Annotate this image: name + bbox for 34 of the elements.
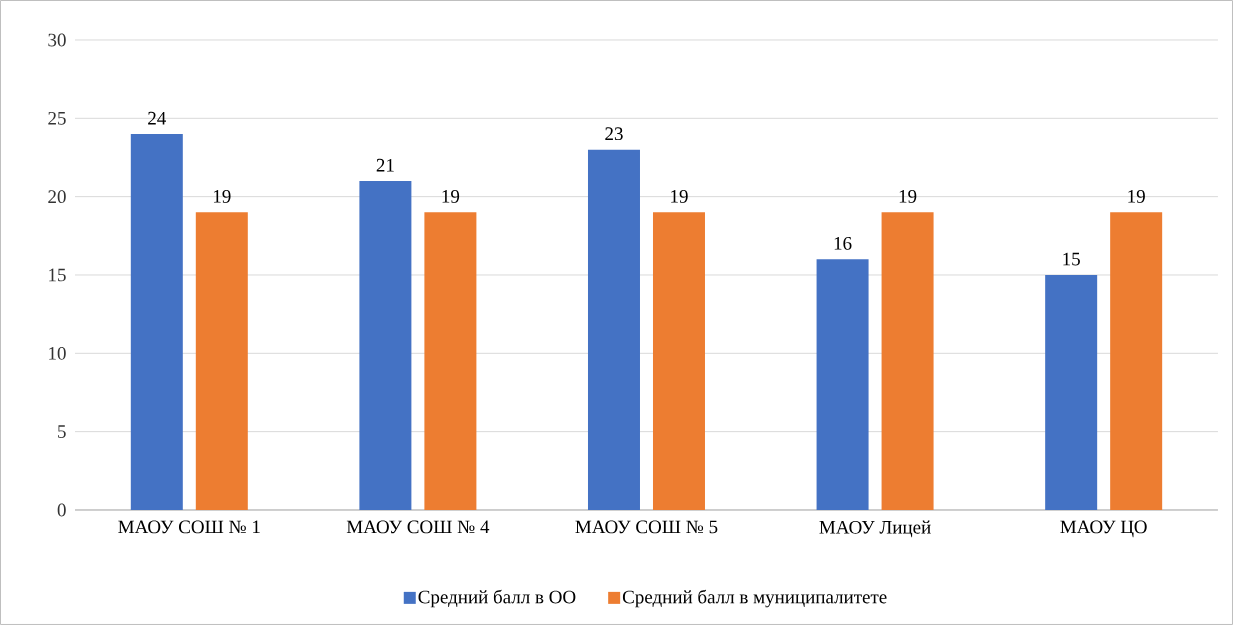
bar (1045, 274, 1098, 510)
bar (359, 180, 412, 510)
bar (587, 149, 640, 510)
bar (424, 212, 477, 510)
bar (195, 212, 248, 510)
data-label: 15 (1063, 252, 1080, 266)
y-tick-label: 5 (58, 425, 66, 438)
y-tick-label: 25 (48, 111, 66, 125)
legend-label: Средний балл в муниципалитете (622, 589, 887, 608)
bar (1110, 212, 1163, 510)
bar (130, 133, 183, 510)
x-tick-label: МАОУ СОШ № 5 (575, 520, 718, 534)
data-label: 23 (605, 127, 623, 141)
bar (881, 212, 934, 510)
y-tick-label: 10 (49, 346, 66, 360)
data-label: 19 (899, 190, 917, 203)
data-label: 19 (213, 190, 231, 203)
data-label: 19 (671, 190, 688, 203)
x-tick-label: МАОУ ЦО (1060, 520, 1147, 538)
y-tick-label: 0 (57, 503, 66, 517)
x-tick-label: МАОУ СОШ № 1 (118, 520, 260, 534)
y-tick-label: 15 (49, 268, 66, 282)
bar (652, 212, 705, 510)
x-tick-label: МАОУ СОШ № 4 (346, 520, 490, 534)
bar (816, 259, 869, 510)
data-label: 16 (834, 237, 852, 250)
legend-label: Средний балл в ОО (418, 589, 576, 608)
data-label: 19 (442, 190, 460, 203)
y-tick-label: 30 (48, 33, 66, 47)
data-label: 19 (1128, 190, 1145, 203)
data-label: 21 (376, 158, 394, 172)
data-label: 24 (148, 111, 167, 125)
x-tick-label: МАОУ Лицей (819, 520, 931, 538)
y-tick-label: 20 (48, 190, 66, 204)
